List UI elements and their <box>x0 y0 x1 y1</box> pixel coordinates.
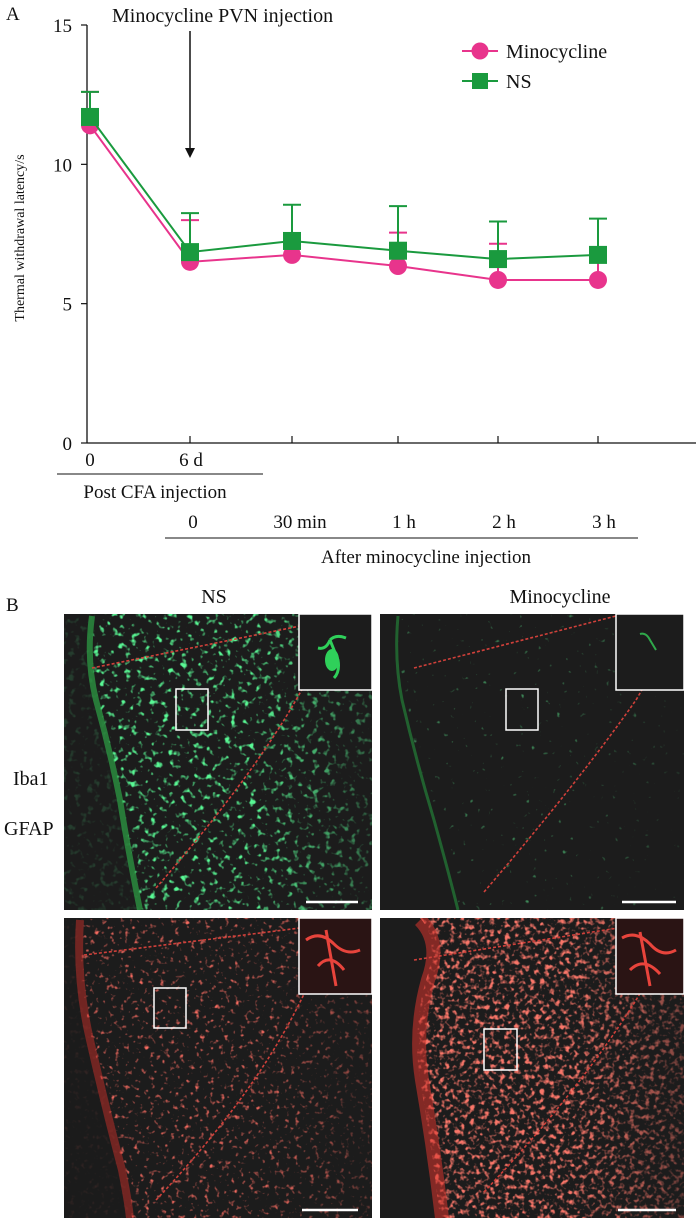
micrograph-minocycline-iba1 <box>380 614 684 910</box>
x-tick-label-after-2h: 2 h <box>492 512 516 533</box>
x-tick-label-after-3h: 3 h <box>592 512 616 533</box>
micrograph-minocycline-gfap <box>380 918 684 1218</box>
data-point <box>489 250 507 269</box>
x-ticks <box>189 436 599 443</box>
inset <box>615 614 684 691</box>
x-tick-label-after-1h: 1 h <box>392 512 416 533</box>
after-injection-label: After minocycline injection <box>321 547 531 568</box>
injection-annotation: Minocycline PVN injection <box>112 5 333 27</box>
legend-label-ns: NS <box>506 71 532 93</box>
boundary-curve <box>155 918 333 1201</box>
panel-a-label: A <box>6 4 20 25</box>
roi-box <box>505 688 539 731</box>
boundary-line <box>91 625 301 669</box>
data-series <box>81 90 607 289</box>
x-tick-label-after-0: 0 <box>188 512 198 533</box>
row-label-gfap: GFAP <box>4 818 54 840</box>
row-label-iba1: Iba1 <box>13 768 49 790</box>
legend-label-minocycline: Minocycline <box>506 41 607 63</box>
data-point <box>283 231 301 250</box>
y-tick-label: 5 <box>63 295 73 316</box>
roi-box <box>483 1028 518 1071</box>
col-label-ns: NS <box>201 586 227 608</box>
data-point <box>283 245 301 264</box>
legend-marker-minocycline <box>471 42 489 60</box>
x-tick-label-after-30min: 30 min <box>273 512 327 533</box>
col-label-minocycline: Minocycline <box>509 586 610 608</box>
data-point <box>389 241 407 260</box>
micrograph-ns-gfap <box>64 918 372 1218</box>
series-line <box>89 116 599 261</box>
x-tick-label-post-6d: 6 d <box>179 450 203 471</box>
data-point <box>589 245 607 264</box>
boundary-line <box>413 927 619 961</box>
panel-b-label: B <box>6 595 19 616</box>
y-ticks: 0 5 10 15 <box>53 16 87 455</box>
data-point <box>489 270 507 289</box>
boundary-line <box>83 927 301 956</box>
series-ns <box>81 90 607 269</box>
roi-box <box>175 688 209 731</box>
data-point <box>389 257 407 276</box>
legend: Minocycline NS <box>462 41 607 93</box>
roi-box <box>153 987 187 1029</box>
series-minocycline <box>81 90 607 289</box>
data-point <box>589 270 607 289</box>
data-point <box>81 107 99 126</box>
micrograph-ns-iba1 <box>64 614 372 910</box>
legend-marker-ns <box>472 73 488 89</box>
post-cfa-label: Post CFA injection <box>83 482 227 503</box>
series-line <box>89 124 598 281</box>
y-axis-label: Thermal withdrawal latency/s <box>13 154 28 321</box>
y-tick-label: 15 <box>53 16 72 37</box>
x-tick-label-post-0: 0 <box>85 450 95 471</box>
y-tick-label: 0 <box>63 434 73 455</box>
y-tick-label: 10 <box>53 155 72 176</box>
data-point <box>181 243 199 262</box>
